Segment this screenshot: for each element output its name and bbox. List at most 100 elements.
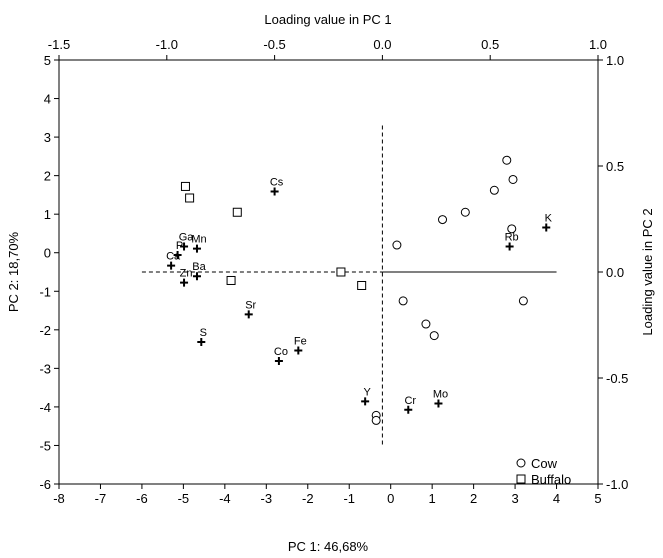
x-axis-ticks: -8 -7 -6 -5 -4 -3 -2 -1 0 1 2 3 4 5 <box>53 484 602 506</box>
loading-label: Ga <box>179 232 195 244</box>
x-tick-label: -5 <box>178 491 190 506</box>
loading-label: Ca <box>166 251 181 263</box>
loading-marker <box>361 397 370 406</box>
cow-point <box>371 415 381 425</box>
cow-point <box>398 296 408 306</box>
cow-point <box>421 319 431 329</box>
loading-marker <box>542 223 551 232</box>
x2-tick-label: -0.5 <box>263 37 285 52</box>
loading-label: Ba <box>192 261 206 273</box>
loading-label: Cs <box>270 176 284 188</box>
buffalo-point <box>232 207 242 217</box>
loading-marker <box>180 278 189 287</box>
loading-label: Rb <box>505 232 519 244</box>
x-tick-label: -7 <box>95 491 107 506</box>
loading-marker <box>180 242 189 251</box>
loading-label: Fe <box>294 335 307 347</box>
cow-point <box>438 215 448 225</box>
x-tick-label: 5 <box>594 491 601 506</box>
buffalo-point <box>336 267 346 277</box>
cow-point <box>460 207 470 217</box>
y-tick-label: -1 <box>39 284 51 299</box>
y-tick-label: 4 <box>44 92 51 107</box>
y-tick-label: -4 <box>39 400 51 415</box>
y2-axis-ticks: 1.0 0.5 0.0 -0.5 -1.0 <box>598 53 628 492</box>
loading-marker <box>434 399 443 408</box>
x-tick-label: -6 <box>136 491 148 506</box>
loading-label: Mo <box>433 388 448 400</box>
y2-tick-label: 0.0 <box>606 265 624 280</box>
loading-marker <box>167 261 176 270</box>
loading-label: Y <box>363 386 371 398</box>
cow-point <box>507 224 517 234</box>
loading-marker <box>192 272 201 281</box>
y-tick-label: 2 <box>44 169 51 184</box>
loading-marker <box>270 187 279 196</box>
x-tick-label: 3 <box>511 491 518 506</box>
x2-tick-label: 0.0 <box>373 37 391 52</box>
x-tick-label: -1 <box>343 491 355 506</box>
x-tick-label: -4 <box>219 491 231 506</box>
loading-marker <box>192 244 201 253</box>
y-axis-title: PC 2: 18,70% <box>6 231 21 312</box>
loading-marker <box>197 337 206 346</box>
y2-tick-label: 1.0 <box>606 53 624 68</box>
legend-marker-cow <box>516 458 526 468</box>
legend-marker-buffalo <box>516 474 526 484</box>
loading-label: Cr <box>404 395 416 407</box>
reference-lines <box>141 125 557 446</box>
y-tick-label: -5 <box>39 438 51 453</box>
y-tick-label: 5 <box>44 53 51 68</box>
loading-marker <box>404 405 413 414</box>
y2-tick-label: 0.5 <box>606 159 624 174</box>
cow-point <box>392 240 402 250</box>
cow-point <box>518 296 528 306</box>
y2-tick-label: -1.0 <box>606 477 628 492</box>
y-tick-label: 0 <box>44 246 51 261</box>
loading-marker <box>244 310 253 319</box>
x2-tick-label: -1.0 <box>156 37 178 52</box>
y2-axis-title: Loading value in PC 2 <box>640 208 655 335</box>
loading-label: Sr <box>245 299 256 311</box>
y-tick-label: -6 <box>39 477 51 492</box>
loading-marker <box>274 357 283 366</box>
y-tick-label: 1 <box>44 207 51 222</box>
legend: Cow Buffalo <box>516 456 571 487</box>
loading-label: P <box>176 240 183 252</box>
x2-axis-title: Loading value in PC 1 <box>264 12 391 27</box>
x2-axis-ticks: -1.5 -1.0 -0.5 0.0 0.5 1.0 <box>48 37 607 60</box>
y-tick-label: 3 <box>44 130 51 145</box>
x-axis-title: PC 1: 46,68% <box>288 539 369 554</box>
loading-label: K <box>545 212 553 224</box>
x-tick-label: 1 <box>429 491 436 506</box>
y2-tick-label: -0.5 <box>606 371 628 386</box>
loading-marker <box>173 251 182 260</box>
loading-label: Co <box>274 346 288 358</box>
buffalo-point <box>185 193 195 203</box>
buffalo-point <box>180 181 190 191</box>
cow-point <box>502 155 512 165</box>
legend-label-cow: Cow <box>531 456 558 471</box>
legend-label-buffalo: Buffalo <box>531 472 571 487</box>
y-tick-label: -2 <box>39 323 51 338</box>
loading-marker <box>505 242 514 251</box>
y-tick-label: -3 <box>39 361 51 376</box>
x-tick-label: -3 <box>261 491 273 506</box>
x-tick-label: -8 <box>53 491 65 506</box>
cow-point <box>508 174 518 184</box>
x-tick-label: 4 <box>553 491 560 506</box>
loading-label: Mn <box>191 234 206 246</box>
y-axis-ticks: 5 4 3 2 1 0 -1 -2 -3 -4 -5 -6 <box>39 53 59 492</box>
cow-point <box>429 331 439 341</box>
cow-point <box>489 185 499 195</box>
x-tick-label: 2 <box>470 491 477 506</box>
x2-tick-label: -1.5 <box>48 37 70 52</box>
x2-tick-label: 1.0 <box>589 37 607 52</box>
buffalo-point <box>357 280 367 290</box>
buffalo-point <box>226 275 236 285</box>
x-tick-label: -2 <box>302 491 314 506</box>
x-tick-label: 0 <box>387 491 394 506</box>
